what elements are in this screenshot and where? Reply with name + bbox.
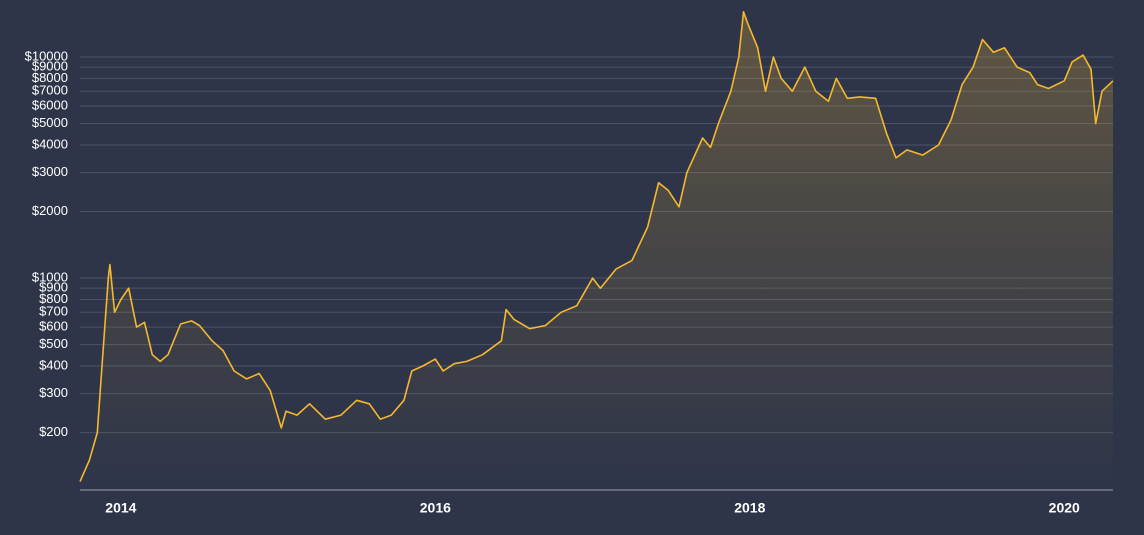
x-tick-label: 2020 (1049, 500, 1080, 516)
y-tick-label: $4000 (32, 136, 68, 151)
x-tick-label: 2016 (420, 500, 451, 516)
y-tick-label: $400 (39, 357, 68, 372)
y-tick-label: $6000 (32, 97, 68, 112)
x-tick-label: 2014 (105, 500, 136, 516)
y-tick-label: $900 (39, 280, 68, 295)
x-tick-label: 2018 (734, 500, 765, 516)
y-tick-label: $10000 (25, 48, 68, 63)
y-tick-label: $800 (39, 291, 68, 306)
y-tick-label: $500 (39, 336, 68, 351)
y-tick-label: $2000 (32, 203, 68, 218)
y-tick-label: $700 (39, 304, 68, 319)
y-tick-label: $1000 (32, 269, 68, 284)
y-tick-label: $3000 (32, 164, 68, 179)
y-tick-label: $8000 (32, 70, 68, 85)
y-tick-label: $300 (39, 385, 68, 400)
y-tick-label: $5000 (32, 115, 68, 130)
price-line (79, 11, 1114, 482)
area-fill (80, 11, 1113, 491)
y-tick-label: $600 (39, 319, 68, 334)
y-tick-label: $200 (39, 424, 68, 439)
y-tick-label: $9000 (32, 59, 68, 74)
y-tick-label: $7000 (32, 83, 68, 98)
